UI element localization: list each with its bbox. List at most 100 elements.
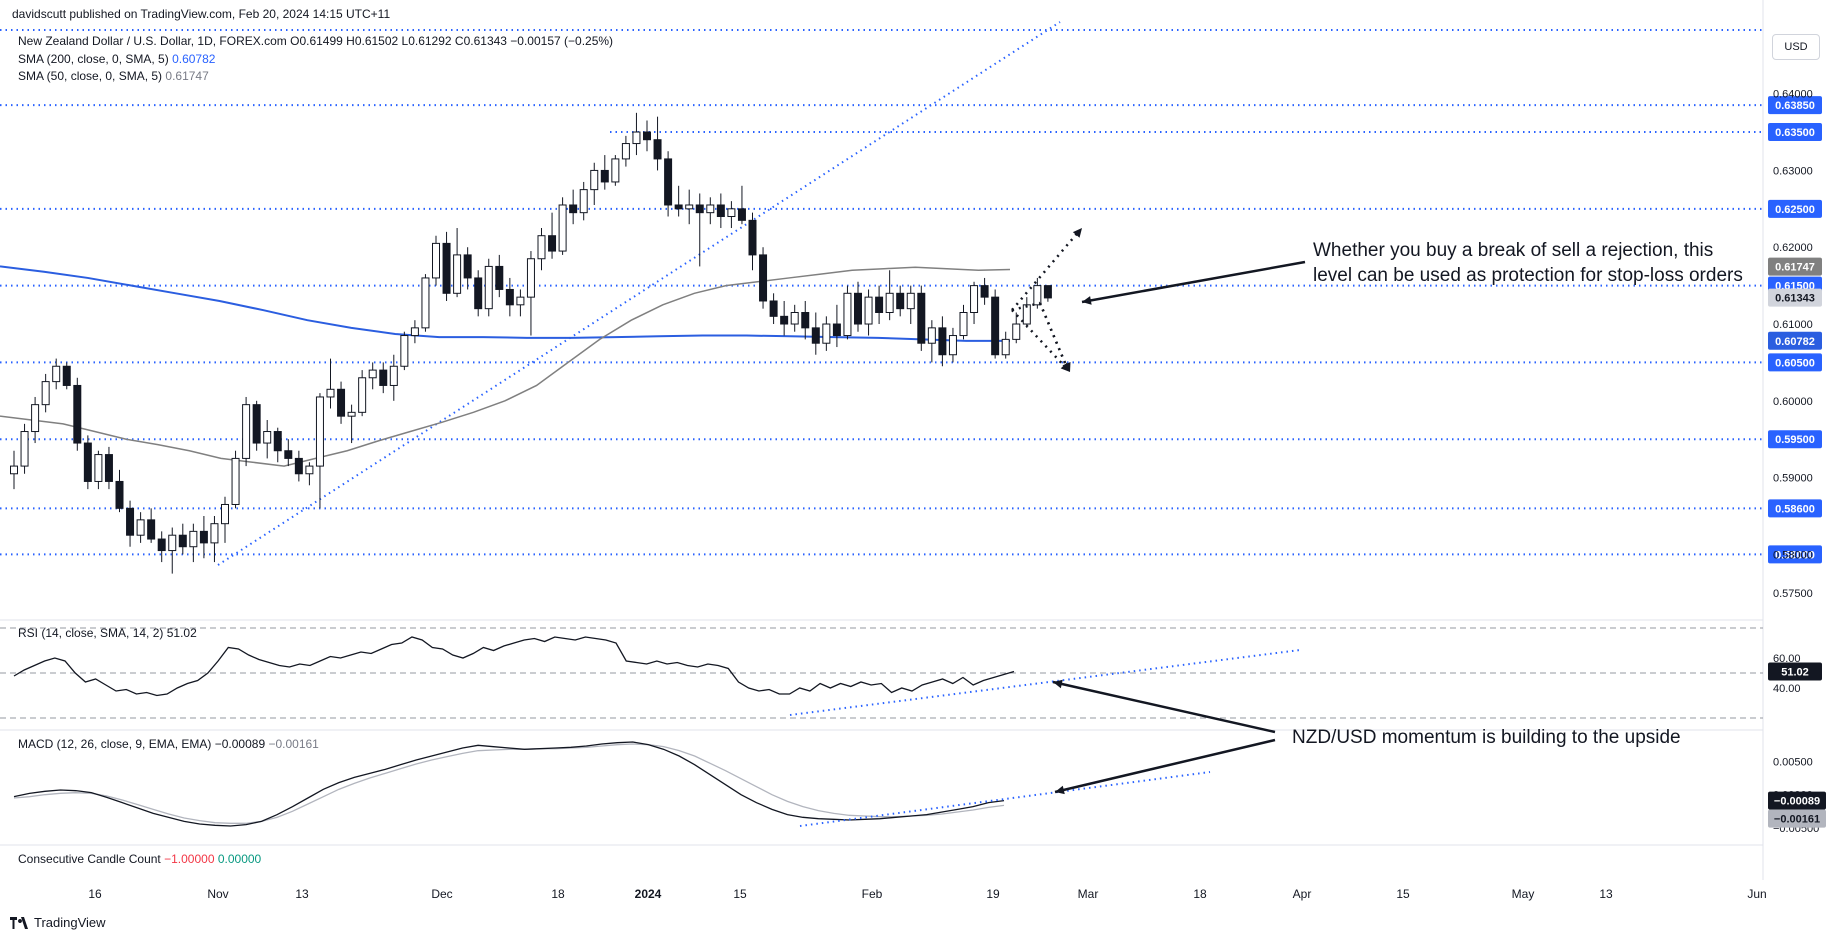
candle-body <box>453 254 462 294</box>
level-annotation-line-2: level can be used as protection for stop… <box>1313 265 1743 286</box>
candle-body <box>811 327 820 344</box>
time-tick: May <box>1512 887 1535 901</box>
candle-body <box>948 335 957 356</box>
time-axis: 16 Nov 13 Dec 18 2024 15 Feb 19 Mar 18 Apr 15 May 13 Ju… <box>88 887 1766 901</box>
level-callout-arrow <box>1081 260 1306 304</box>
candle-body <box>305 465 314 475</box>
candle-body <box>664 158 673 206</box>
candle-body <box>980 285 989 298</box>
ccc-value-1: −1.00000 <box>164 852 215 866</box>
sma200-header[interactable]: SMA (200, close, 0, SMA, 5) 0.60782 <box>18 52 215 66</box>
candle-body <box>695 204 704 214</box>
candle-body <box>991 296 1000 356</box>
candle-body <box>495 265 504 290</box>
sma50-header[interactable]: SMA (50, close, 0, SMA, 5) 0.61747 <box>18 69 209 83</box>
rsi-trendline <box>789 649 1301 716</box>
candle-body <box>685 204 694 210</box>
macd-signal-tag: −0.00161 <box>1774 814 1820 826</box>
candle-body <box>885 292 894 313</box>
candle-body <box>136 519 145 536</box>
level-tag-label: 0.62500 <box>1775 204 1815 216</box>
rsi-line <box>13 636 1015 697</box>
macd-signal-value: −0.00161 <box>268 737 319 751</box>
level-tag-label: 0.58000 <box>1775 549 1815 561</box>
current-price-tag-bg <box>1768 288 1822 307</box>
ohlc-values: O0.61499 H0.61502 L0.61292 C0.61343 −0.0… <box>290 34 614 48</box>
sma200-tag: 0.60782 <box>1775 336 1815 348</box>
candle-body <box>326 388 335 398</box>
down-scenario-arrow-2 <box>1038 302 1067 364</box>
rsi-header[interactable]: RSI (14, close, SMA, 14, 2) 51.02 <box>18 626 197 640</box>
candle-body <box>727 208 736 218</box>
candle-body <box>854 292 862 325</box>
candle-body <box>221 503 229 525</box>
level-tag-bg <box>1768 545 1822 564</box>
rsi-tag-bg <box>1768 662 1822 681</box>
down-scenario-arrow-3 <box>1038 302 1070 371</box>
price-tick: 0.60000 <box>1773 396 1813 408</box>
time-tick: 18 <box>1193 887 1207 901</box>
candle-body <box>548 235 557 252</box>
ccc-header[interactable]: Consecutive Candle Count −1.00000 0.0000… <box>18 852 261 866</box>
candle-body <box>62 365 71 386</box>
footer-brand-label: TradingView <box>34 915 106 930</box>
candle-body <box>822 323 831 344</box>
ccc-label: Consecutive Candle Count <box>18 852 161 866</box>
candle-body <box>294 457 303 475</box>
up-scenario-arrowhead <box>1072 228 1082 238</box>
ccc-value-2: 0.00000 <box>217 852 262 866</box>
time-tick: 2024 <box>635 887 662 901</box>
candle-body <box>832 323 841 337</box>
candle-body <box>41 381 50 406</box>
candle-body <box>590 169 599 191</box>
candle-body <box>906 292 915 310</box>
candle-body <box>400 335 409 367</box>
macd-tick: 0.00500 <box>1773 756 1813 768</box>
sma200-value: 0.60782 <box>172 52 216 66</box>
candle-body <box>1012 323 1021 340</box>
macd-pane: 0.005000.00000−0.00500−0.00089−0.00161 <box>13 741 1826 835</box>
symbol-title[interactable]: New Zealand Dollar / U.S. Dollar, 1D, FO… <box>18 34 287 48</box>
time-tick: 13 <box>295 887 309 901</box>
candle-body <box>463 254 472 279</box>
candle-body <box>73 384 82 444</box>
candle-body <box>379 369 388 386</box>
down-scenario-arrow-1 <box>1011 309 1069 371</box>
level-tag-bg <box>1768 499 1822 518</box>
price-tick: 0.57500 <box>1773 588 1813 600</box>
candle-body <box>432 242 440 279</box>
candle-body <box>780 315 789 325</box>
candle-body <box>706 204 715 214</box>
level-tag-bg <box>1768 96 1822 115</box>
momentum-annotation: NZD/USD momentum is building to the upsi… <box>1292 727 1681 748</box>
candle-body <box>621 143 630 160</box>
macd-header[interactable]: MACD (12, 26, close, 9, EMA, EMA) −0.000… <box>18 737 319 751</box>
candle-body <box>600 169 609 183</box>
candle-body <box>231 457 240 505</box>
time-tick: 19 <box>986 887 1000 901</box>
current-price-tag: 0.61343 <box>1775 293 1815 305</box>
candle-body <box>643 131 651 141</box>
candle-body <box>31 404 40 433</box>
candle-body <box>94 454 103 482</box>
candle-body <box>284 450 293 459</box>
currency-button[interactable]: USD <box>1772 34 1820 60</box>
candle-body <box>410 327 419 337</box>
time-tick: Feb <box>862 887 883 901</box>
candles <box>10 112 1052 574</box>
candle-body <box>474 277 483 310</box>
candle-body <box>337 388 346 417</box>
candle-body <box>537 235 546 260</box>
candle-body <box>737 208 746 221</box>
candle-body <box>917 292 926 344</box>
candle-body <box>653 139 662 160</box>
horizontal-levels <box>0 29 1763 556</box>
sma50-value: 0.61747 <box>165 69 209 83</box>
rsi-label: RSI (14, close, SMA, 14, 2) <box>18 626 164 640</box>
sma50-polyline <box>0 266 1011 467</box>
footer-brand[interactable]: TradingView <box>10 915 106 930</box>
candle-body <box>938 327 947 356</box>
time-tick: 15 <box>733 887 747 901</box>
sma200-polyline <box>0 265 1010 342</box>
